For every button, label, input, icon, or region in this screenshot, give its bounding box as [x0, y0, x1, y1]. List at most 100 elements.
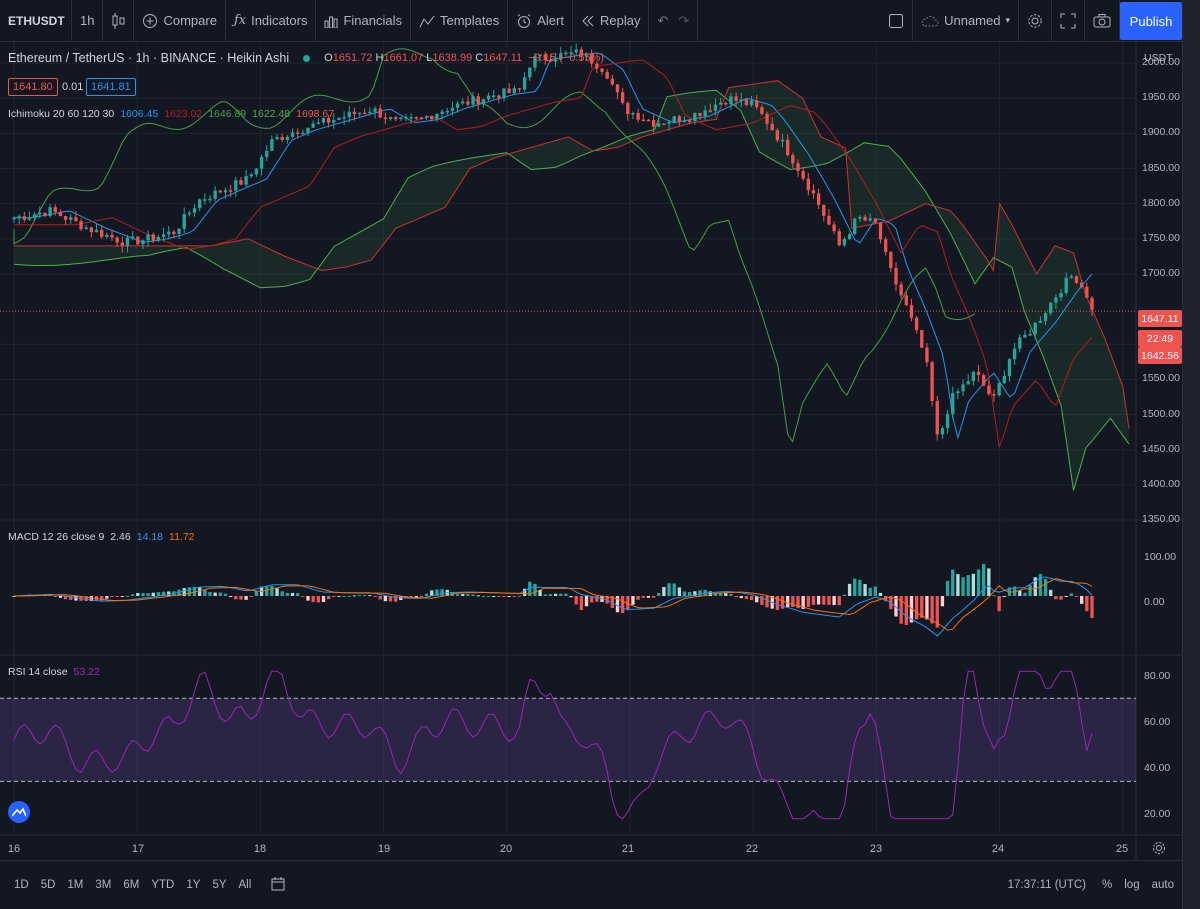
candle-body	[244, 176, 248, 185]
range-button[interactable]: 1Y	[186, 879, 201, 891]
candle-body	[837, 231, 841, 246]
macd-axis-label: 0.00	[1144, 596, 1165, 608]
macd-histogram-bar	[569, 596, 573, 598]
interval-button[interactable]: 1h	[72, 0, 104, 42]
goto-date-icon[interactable]	[271, 876, 285, 894]
macd-histogram-bar	[956, 574, 960, 596]
replay-button[interactable]: Replay	[573, 0, 650, 42]
snapshot-button[interactable]	[1085, 0, 1120, 42]
candle-body	[43, 212, 47, 216]
ichimoku-legend[interactable]: Ichimoku 20 60 120 30 1606.45 1623.02 16…	[8, 108, 334, 120]
candle-body	[120, 242, 124, 246]
alert-button[interactable]: Alert	[508, 0, 573, 42]
price-axis-label: 1800.00	[1142, 196, 1180, 209]
candle-body	[1028, 333, 1032, 336]
macd-histogram-bar	[492, 595, 496, 597]
compare-label: Compare	[163, 13, 217, 28]
range-button[interactable]: 6M	[123, 879, 140, 891]
macd-histogram-bar	[311, 596, 315, 603]
layout-menu-button[interactable]: Unnamed ▾	[913, 0, 1019, 42]
macd-histogram-bar	[847, 583, 852, 596]
candle-body	[471, 96, 475, 105]
candle-body	[1002, 375, 1006, 384]
percent-toggle[interactable]: %	[1102, 879, 1113, 891]
ichimoku-tenkan-line	[14, 52, 1093, 440]
date-range-group: 1D 5D 1M 3M 6M YTD 1Y 5Y All	[0, 879, 257, 891]
publish-button[interactable]: Publish	[1120, 2, 1182, 40]
range-button[interactable]: 1D	[14, 879, 29, 891]
compare-button[interactable]: Compare	[134, 0, 226, 42]
financials-button[interactable]: Financials	[316, 0, 411, 42]
candle-body	[858, 216, 862, 219]
macd-histogram-bar	[579, 596, 584, 611]
templates-button[interactable]: Templates	[411, 0, 509, 42]
log-toggle[interactable]: log	[1124, 879, 1140, 891]
candle-body	[74, 217, 78, 222]
macd-histogram-bar	[74, 596, 78, 601]
macd-histogram-bar	[161, 591, 166, 596]
indicators-button[interactable]: ƒx Indicators	[226, 0, 317, 42]
candle-body	[925, 347, 929, 363]
undo-icon[interactable]: ↶	[657, 12, 669, 28]
select-toggle[interactable]	[880, 0, 914, 42]
candle-body	[84, 227, 88, 230]
settings-button[interactable]	[1019, 0, 1052, 42]
macd-histogram-bar	[543, 594, 547, 596]
macd-histogram-bar	[935, 596, 939, 628]
macd-histogram-bar	[223, 593, 228, 596]
macd-histogram-bar	[780, 596, 785, 609]
candle-body	[430, 116, 434, 120]
macd-histogram-bar	[192, 586, 197, 596]
time-axis-label: 18	[253, 843, 267, 855]
candle-body	[455, 103, 460, 108]
redo-icon[interactable]: ↷	[678, 12, 690, 28]
time-axis-settings[interactable]	[1152, 841, 1166, 858]
range-button[interactable]: 5Y	[212, 879, 227, 891]
candles-icon	[112, 12, 125, 29]
chart-style-button[interactable]	[103, 0, 135, 42]
rsi-legend[interactable]: RSI 14 close 53.22	[8, 666, 100, 678]
currency-label[interactable]: USDT	[1144, 52, 1173, 64]
macd-histogram-bar	[553, 593, 558, 596]
rsi-axis-label: 20.00	[1144, 808, 1171, 820]
range-button[interactable]: 1M	[67, 879, 84, 891]
macd-histogram-bar	[858, 579, 862, 596]
auto-toggle[interactable]: auto	[1151, 879, 1174, 891]
fullscreen-button[interactable]	[1052, 0, 1085, 42]
macd-legend[interactable]: MACD 12 26 close 9 2.46 14.18 11.72	[8, 531, 195, 543]
macd-histogram-bar	[636, 596, 640, 600]
macd-histogram-bar	[1012, 586, 1017, 596]
ask-price-box[interactable]: 1641.81	[86, 78, 136, 96]
macd-histogram-bar	[987, 568, 991, 596]
candle-body	[956, 391, 960, 394]
candle-body	[38, 212, 42, 215]
candle-body	[976, 371, 981, 376]
macd-name: MACD 12 26 close 9	[8, 531, 105, 543]
ichimoku-cloud	[14, 80, 1129, 491]
macd-histogram-bar	[125, 595, 130, 597]
macd-histogram-bar	[337, 595, 341, 597]
range-button[interactable]: 5D	[40, 879, 56, 891]
candle-body	[48, 207, 52, 216]
candle-body	[275, 137, 279, 140]
range-button[interactable]: All	[238, 879, 252, 891]
range-button[interactable]: 3M	[95, 879, 112, 891]
range-button[interactable]: YTD	[151, 879, 175, 891]
candle-body	[982, 375, 986, 386]
logo-mountain-icon	[12, 807, 26, 817]
candle-body	[868, 218, 872, 221]
macd-histogram-bar	[378, 596, 382, 600]
bid-price-box[interactable]: 1641.80	[8, 78, 58, 96]
macd-histogram-bar	[440, 589, 444, 596]
utc-clock[interactable]: 17:37:11 (UTC)	[1007, 879, 1087, 891]
macd-histogram-bar	[899, 596, 903, 624]
symbol-search-button[interactable]: ETHUSDT	[0, 0, 72, 42]
candle-body	[806, 178, 810, 191]
tradingview-logo[interactable]	[8, 801, 30, 823]
candle-body	[636, 112, 640, 120]
templates-icon	[419, 15, 435, 27]
macd-histogram-bar	[791, 596, 795, 607]
candle-body	[110, 234, 114, 238]
price-chart[interactable]	[0, 42, 1182, 860]
candle-body	[151, 234, 155, 241]
